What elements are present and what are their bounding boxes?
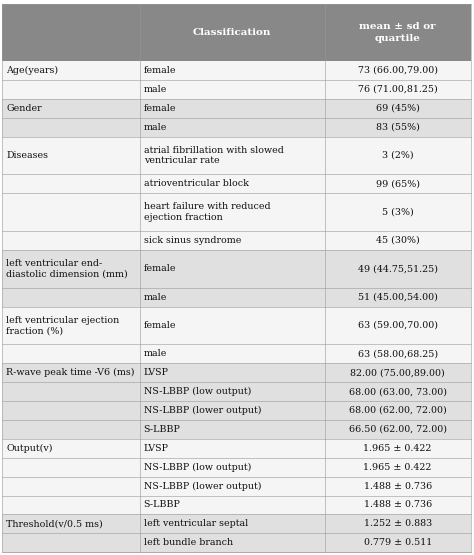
Text: 1.488 ± 0.736: 1.488 ± 0.736 (364, 501, 432, 509)
Text: Classification: Classification (192, 28, 271, 37)
Text: 68.00 (63.00, 73.00): 68.00 (63.00, 73.00) (349, 387, 447, 396)
Bar (2, 496, 471, 514)
Bar (2, 477, 471, 496)
Text: 63 (59.00,70.00): 63 (59.00,70.00) (358, 321, 438, 330)
Text: 83 (55%): 83 (55%) (376, 123, 419, 132)
Bar (2, 345, 471, 364)
Text: 76 (71.00,81.25): 76 (71.00,81.25) (358, 85, 438, 94)
Text: S-LBBP: S-LBBP (144, 425, 181, 434)
Text: sick sinus syndrome: sick sinus syndrome (144, 236, 241, 245)
Text: male: male (144, 123, 167, 132)
Text: 5 (3%): 5 (3%) (382, 208, 413, 216)
Text: S-LBBP: S-LBBP (144, 501, 181, 509)
Text: 82.00 (75.00,89.00): 82.00 (75.00,89.00) (350, 368, 445, 377)
Text: left ventricular septal: left ventricular septal (144, 519, 248, 528)
Text: NS-LBBP (lower output): NS-LBBP (lower output) (144, 406, 261, 415)
Text: left ventricular end-
diastolic dimension (mm): left ventricular end- diastolic dimensio… (6, 259, 128, 279)
Text: Output(v): Output(v) (6, 444, 53, 453)
Text: mean ± sd or
quartile: mean ± sd or quartile (359, 22, 436, 43)
Bar (2, 4, 471, 61)
Text: female: female (144, 104, 176, 113)
Text: 69 (45%): 69 (45%) (376, 104, 419, 113)
Text: male: male (144, 292, 167, 302)
Bar (2, 287, 471, 306)
Text: 99 (65%): 99 (65%) (376, 179, 419, 188)
Text: 49 (44.75,51.25): 49 (44.75,51.25) (358, 264, 438, 273)
Bar (2, 514, 471, 533)
Bar (2, 174, 471, 193)
Text: Gender: Gender (6, 104, 42, 113)
Bar (2, 80, 471, 99)
Text: 3 (2%): 3 (2%) (382, 151, 413, 160)
Text: LVSP: LVSP (144, 368, 169, 377)
Text: NS-LBBP (low output): NS-LBBP (low output) (144, 463, 251, 472)
Text: 51 (45.00,54.00): 51 (45.00,54.00) (358, 292, 438, 302)
Bar (2, 99, 471, 118)
Bar (2, 193, 471, 231)
Text: 1.965 ± 0.422: 1.965 ± 0.422 (364, 463, 432, 472)
Text: LVSP: LVSP (144, 444, 169, 453)
Text: left bundle branch: left bundle branch (144, 538, 233, 547)
Text: heart failure with reduced
ejection fraction: heart failure with reduced ejection frac… (144, 202, 270, 222)
Bar (2, 458, 471, 477)
Bar (2, 118, 471, 137)
Text: Age(years): Age(years) (6, 66, 58, 75)
Text: 0.779 ± 0.511: 0.779 ± 0.511 (364, 538, 432, 547)
Bar (2, 533, 471, 552)
Text: 73 (66.00,79.00): 73 (66.00,79.00) (358, 66, 438, 75)
Text: atrioventricular block: atrioventricular block (144, 179, 248, 188)
Text: 68.00 (62.00, 72.00): 68.00 (62.00, 72.00) (349, 406, 447, 415)
Text: female: female (144, 264, 176, 273)
Bar (2, 231, 471, 250)
Text: 63 (58.00,68.25): 63 (58.00,68.25) (357, 349, 438, 359)
Text: 45 (30%): 45 (30%) (376, 236, 419, 245)
Text: NS-LBBP (lower output): NS-LBBP (lower output) (144, 482, 261, 491)
Text: 1.965 ± 0.422: 1.965 ± 0.422 (364, 444, 432, 453)
Text: female: female (144, 66, 176, 75)
Bar (2, 382, 471, 401)
Text: R-wave peak time -V6 (ms): R-wave peak time -V6 (ms) (6, 368, 135, 377)
Text: female: female (144, 321, 176, 330)
Text: 66.50 (62.00, 72.00): 66.50 (62.00, 72.00) (349, 425, 447, 434)
Text: 1.488 ± 0.736: 1.488 ± 0.736 (364, 482, 432, 491)
Bar (2, 250, 471, 287)
Bar (2, 401, 471, 420)
Text: male: male (144, 349, 167, 359)
Bar (2, 364, 471, 382)
Text: NS-LBBP (low output): NS-LBBP (low output) (144, 387, 251, 396)
Text: atrial fibrillation with slowed
ventricular rate: atrial fibrillation with slowed ventricu… (144, 145, 283, 165)
Bar (2, 137, 471, 174)
Text: 1.252 ± 0.883: 1.252 ± 0.883 (364, 519, 432, 528)
Text: Threshold(v/0.5 ms): Threshold(v/0.5 ms) (6, 519, 103, 528)
Bar (2, 61, 471, 80)
Text: Diseases: Diseases (6, 151, 48, 160)
Text: left ventricular ejection
fraction (%): left ventricular ejection fraction (%) (6, 316, 119, 335)
Bar (2, 439, 471, 458)
Text: male: male (144, 85, 167, 94)
Bar (2, 306, 471, 345)
Bar (2, 420, 471, 439)
